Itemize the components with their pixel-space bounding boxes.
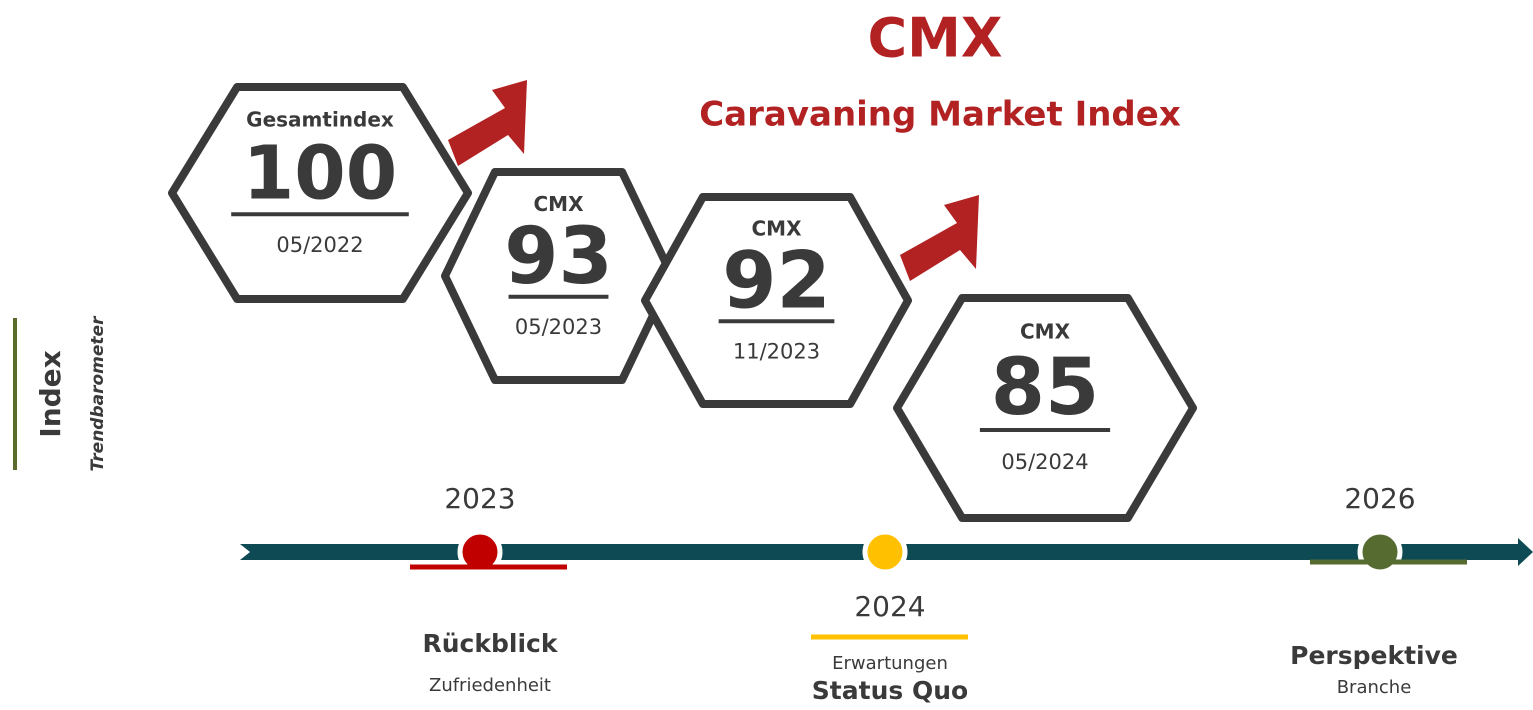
arrow bbox=[448, 80, 527, 166]
hexagon-value: 100 bbox=[243, 131, 397, 217]
item-subtitle: Zufriedenheit bbox=[429, 675, 551, 696]
year: 2023 bbox=[444, 482, 515, 515]
hexagon-value: 93 bbox=[504, 212, 613, 302]
arrow bbox=[900, 195, 979, 281]
side-title: Index bbox=[34, 350, 67, 437]
side-subtitle: Trendbarometer bbox=[88, 315, 108, 472]
hexagon-label: CMX bbox=[534, 192, 585, 216]
hexagon-label: Gesamtindex bbox=[246, 107, 394, 131]
hexagon-shape bbox=[641, 193, 912, 408]
hexagon-shape bbox=[168, 83, 472, 303]
hexagon-date: 05/2024 bbox=[1001, 450, 1088, 474]
year: 2026 bbox=[1344, 482, 1415, 515]
year: 2024 bbox=[854, 590, 925, 623]
hexagon-date: 05/2023 bbox=[515, 315, 602, 339]
hexagon-value: 92 bbox=[722, 236, 831, 326]
timeline-dot bbox=[1357, 529, 1403, 575]
hexagon-label: CMX bbox=[1020, 320, 1071, 344]
timeline-head bbox=[1518, 538, 1533, 566]
subtitle: Caravaning Market Index bbox=[699, 95, 1181, 135]
hexagon-value: 85 bbox=[991, 343, 1100, 433]
item-title: Status Quo bbox=[812, 676, 968, 705]
item-title: Rückblick bbox=[423, 629, 559, 658]
item-subtitle: Erwartungen bbox=[832, 653, 948, 674]
title: CMX bbox=[868, 7, 1003, 70]
hexagon-date: 05/2022 bbox=[276, 233, 363, 257]
hexagon-label: CMX bbox=[752, 217, 803, 241]
timeline-dot bbox=[457, 529, 503, 575]
hexagon-date: 11/2023 bbox=[733, 339, 820, 363]
timeline-dot bbox=[862, 529, 908, 575]
timeline-tail bbox=[240, 544, 250, 560]
hexagon-shape bbox=[893, 294, 1197, 522]
item-title: Perspektive bbox=[1290, 641, 1458, 670]
item-subtitle: Branche bbox=[1337, 677, 1412, 698]
